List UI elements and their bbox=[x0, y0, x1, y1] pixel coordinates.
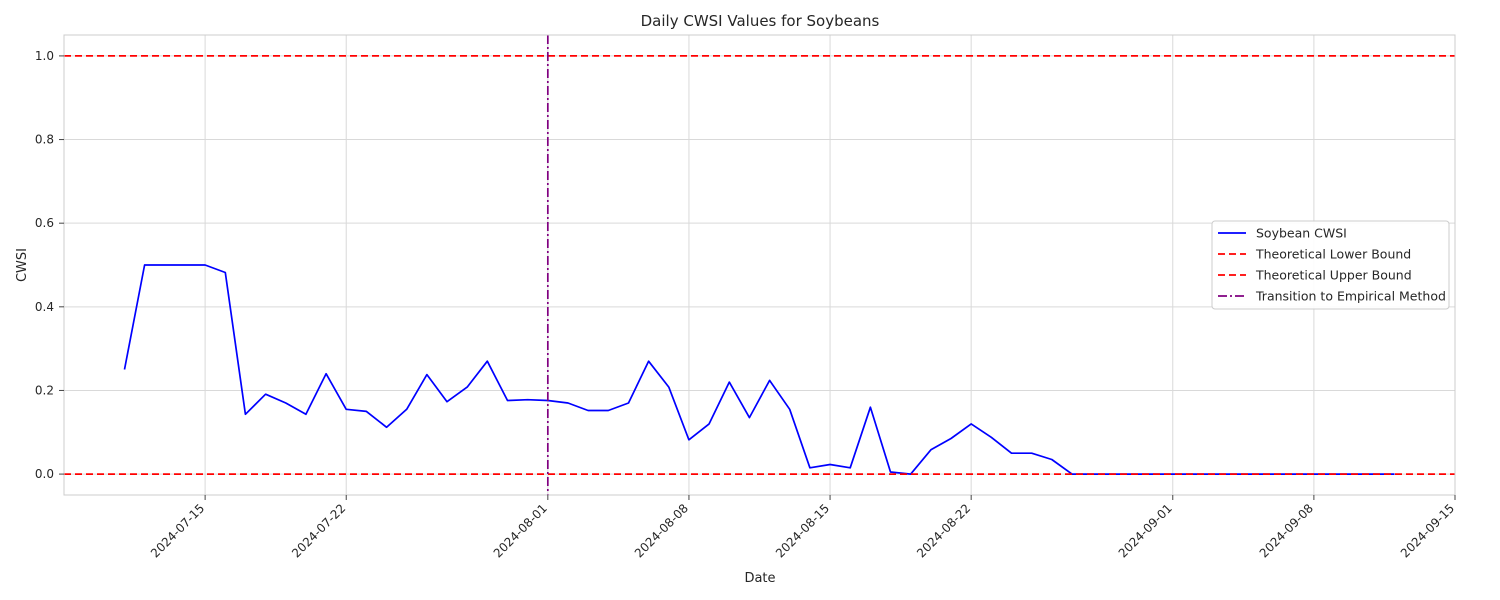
chart-title: Daily CWSI Values for Soybeans bbox=[641, 12, 880, 30]
legend-entry: Transition to Empirical Method bbox=[1255, 289, 1446, 304]
y-tick-label: 0.6 bbox=[35, 216, 54, 230]
y-tick-label: 0.4 bbox=[35, 300, 54, 314]
x-axis-label: Date bbox=[744, 571, 775, 586]
legend-entry: Soybean CWSI bbox=[1256, 226, 1347, 241]
series-soybean-cwsi-line bbox=[123, 264, 1395, 475]
y-axis-ticks: 0.0 0.2 0.4 0.6 0.8 1.0 bbox=[35, 49, 64, 481]
plot-frame bbox=[63, 34, 1456, 496]
legend-box bbox=[1211, 220, 1450, 310]
y-tick-label: 0.8 bbox=[35, 133, 54, 147]
y-tick-label: 0.0 bbox=[35, 467, 54, 481]
plot-area bbox=[64, 35, 1455, 495]
y-tick-label: 1.0 bbox=[35, 49, 54, 63]
legend-entry: Theoretical Upper Bound bbox=[1255, 268, 1412, 283]
legend: Soybean CWSI Theoretical Lower Bound Theor… bbox=[1211, 220, 1450, 310]
y-tick-label: 0.2 bbox=[35, 383, 54, 397]
legend-entry: Theoretical Lower Bound bbox=[1255, 247, 1411, 262]
y-axis-label: CWSI bbox=[15, 248, 30, 282]
